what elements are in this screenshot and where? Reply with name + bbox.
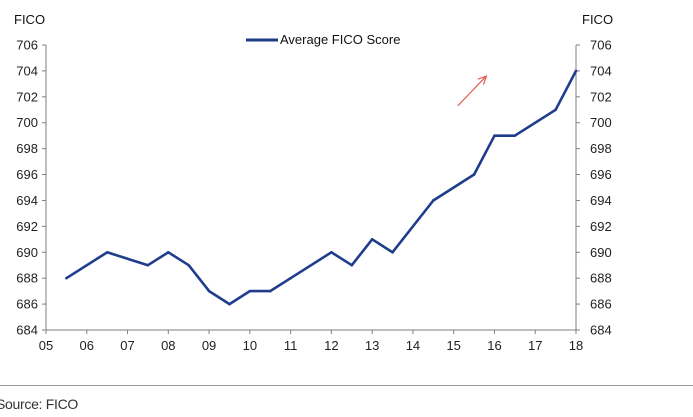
data-point (105, 250, 109, 254)
x-tick-label: 12 (324, 338, 338, 353)
right-y-tick-label: 684 (590, 323, 612, 338)
left-y-tick-label: 706 (16, 38, 38, 53)
left-axis-title: FICO (14, 12, 45, 27)
arrow-head (477, 75, 488, 85)
left-y-tick-label: 686 (16, 297, 38, 312)
legend-label: Average FICO Score (280, 32, 400, 47)
right-axis-title: FICO (582, 12, 613, 27)
x-tick-label: 06 (80, 338, 94, 353)
left-y-tick-label: 684 (16, 323, 38, 338)
data-point (391, 250, 394, 254)
data-point (513, 134, 517, 137)
data-point (167, 250, 170, 254)
arrow-shaft (457, 75, 487, 107)
left-y-tick-label: 696 (16, 167, 38, 182)
data-point (472, 173, 476, 176)
data-point (146, 263, 150, 267)
data-point (330, 250, 333, 254)
x-tick-label: 08 (161, 338, 175, 353)
right-y-tick-label: 702 (590, 89, 612, 104)
x-tick-label: 16 (487, 338, 501, 353)
data-point (187, 263, 190, 267)
source-note: Source: FICO (0, 396, 78, 412)
right-y-tick-label: 704 (590, 63, 612, 78)
right-y-tick-label: 690 (590, 245, 612, 260)
left-y-tick-label: 688 (16, 271, 38, 286)
data-point (350, 263, 354, 267)
left-y-tick-label: 704 (16, 63, 38, 78)
x-tick-label: 17 (528, 338, 542, 353)
right-y-tick-label: 706 (590, 38, 612, 53)
series-line-average-fico-score (65, 70, 578, 306)
series-points (65, 69, 578, 306)
left-y-ticks: 684 686 688 690 692 694 696 698 700 702 704 706 (16, 38, 46, 338)
data-point (289, 276, 292, 280)
data-point (493, 134, 496, 137)
right-y-tick-label: 688 (590, 271, 612, 286)
data-point (554, 108, 557, 112)
x-tick-label: 18 (569, 338, 583, 353)
right-y-tick-label: 692 (590, 219, 612, 234)
right-y-ticks: 684 686 688 690 692 694 696 698 700 702 704 706 (576, 38, 612, 338)
right-y-tick-label: 698 (590, 141, 612, 156)
x-tick-label: 14 (406, 338, 420, 353)
right-y-tick-label: 696 (590, 167, 612, 182)
x-tick-label: 07 (120, 338, 134, 353)
data-point (65, 276, 68, 280)
left-y-tick-label: 702 (16, 89, 38, 104)
x-tick-label: 05 (39, 338, 53, 353)
data-point (248, 289, 252, 293)
left-y-tick-label: 690 (16, 245, 38, 260)
footer-divider (0, 385, 693, 386)
data-point (574, 69, 578, 73)
data-point (228, 302, 231, 306)
x-tick-label: 15 (446, 338, 460, 353)
right-y-tick-label: 700 (590, 115, 612, 130)
trend-arrow-annotation (457, 75, 488, 107)
data-point (268, 289, 272, 293)
x-tick-label: 09 (202, 338, 216, 353)
data-point (432, 199, 435, 202)
x-ticks: 05 06 07 08 09 10 11 12 13 14 15 16 17 18 (39, 330, 583, 353)
left-y-tick-label: 692 (16, 219, 38, 234)
left-y-tick-label: 698 (16, 141, 38, 156)
data-point (207, 289, 211, 293)
left-y-tick-label: 694 (16, 193, 38, 208)
left-y-tick-label: 700 (16, 115, 38, 130)
right-y-tick-label: 694 (590, 193, 612, 208)
right-y-tick-label: 686 (590, 297, 612, 312)
x-tick-label: 13 (365, 338, 379, 353)
fico-line-chart: FICO FICO 684 686 688 690 692 694 696 698 700 702… (14, 12, 613, 353)
data-point (370, 238, 374, 241)
x-tick-label: 10 (243, 338, 257, 353)
legend: Average FICO Score (246, 32, 400, 47)
x-tick-label: 11 (284, 338, 298, 353)
